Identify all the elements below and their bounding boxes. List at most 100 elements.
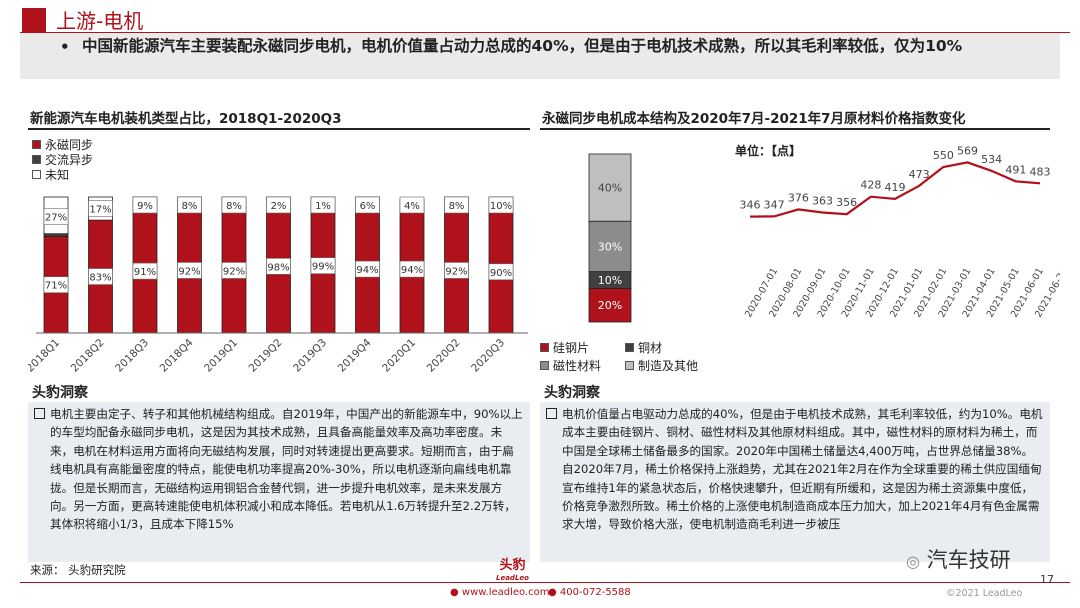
data-label-box-2019Q2 <box>266 258 291 275</box>
data-label-2018Q2: 83% <box>89 273 111 284</box>
x-tick-2020Q3: 2020Q3 <box>469 337 507 375</box>
data-label-box-2019Q3 <box>310 257 336 274</box>
data-label-2019Q2: 98% <box>267 262 289 273</box>
top-label-2018Q2: 17% <box>89 205 111 216</box>
x-tick-2018Q1: 2018Q1 <box>28 337 62 375</box>
x-tick-2019Q1: 2019Q1 <box>202 337 240 375</box>
value-label-2020-08-01: 347 <box>764 198 785 211</box>
top-label-2019Q3: 1% <box>315 201 331 212</box>
legend-item-pm: 永磁同步 <box>32 137 93 152</box>
top-label-box-2020Q1 <box>399 196 425 214</box>
top-label-box-2019Q2 <box>266 196 291 214</box>
data-label-2020Q2: 92% <box>445 266 467 277</box>
motor-type-legend: 永磁同步 交流异步 未知 <box>32 137 93 182</box>
price-index-unit-label: 单位：【点】 <box>735 144 802 158</box>
right-chart-title: 永磁同步电机成本结构及2020年7月-2021年7月原材料价格指数变化 <box>542 111 966 127</box>
logo-cn: 头豹 <box>499 558 526 573</box>
price-index-line <box>749 161 1041 218</box>
right-insight-text: 电机价值量占电驱动力总成的40%，但是由于电机技术成熟，其毛利率较低，约为10%… <box>562 407 1043 532</box>
cost-label-2: 30% <box>598 240 622 253</box>
value-label-2021-01-01: 419 <box>885 181 906 194</box>
x-tick-2018Q3: 2018Q3 <box>113 337 151 375</box>
logo-en: LeadLeo <box>496 574 529 582</box>
legend-label-ac: 交流异步 <box>45 153 94 167</box>
data-label-box-2020Q2 <box>444 262 469 279</box>
cost-label-3: 40% <box>598 182 622 195</box>
data-label-2019Q4: 94% <box>356 265 378 276</box>
data-label-2018Q4: 92% <box>178 266 200 277</box>
left-insight-text: 电机主要由定子、转子和其他机械结构组成。自2019年，中国产出的新能源车中，90… <box>50 407 523 532</box>
x-tick-2018Q2: 2018Q2 <box>69 337 107 375</box>
cost-legend-row-2: 磁性材料 制造及其他 <box>540 356 720 374</box>
phone-icon: ● <box>548 587 557 598</box>
value-label-2021-02-01: 473 <box>909 168 930 181</box>
phone-text: 400-072-5588 <box>559 587 631 598</box>
wechat-icon: ◎ <box>906 552 920 571</box>
legend-label-magnetic: 磁性材料 <box>553 358 602 373</box>
legend-swatch-unknown <box>32 170 41 179</box>
cost-label-1: 10% <box>598 274 622 287</box>
header-divider <box>20 32 1070 33</box>
watermark-text: 汽车技研 <box>926 548 1011 572</box>
value-label-2021-06-01: 491 <box>1005 163 1026 176</box>
leadleo-logo: 头豹 LeadLeo <box>496 559 529 585</box>
data-label-box-2018Q1 <box>43 276 69 294</box>
top-label-box-2018Q4 <box>177 196 202 214</box>
right-title-rule <box>540 128 1050 130</box>
top-label-box-2018Q1 <box>43 208 69 226</box>
legend-swatch-silicon-steel <box>540 342 549 352</box>
top-label-2019Q2: 2% <box>271 201 287 212</box>
left-title-rule <box>28 128 530 130</box>
x-tick-2020Q1: 2020Q1 <box>380 337 418 375</box>
top-label-box-2019Q1 <box>221 196 247 214</box>
cost-legend-row-1: 硅钢片 铜材 <box>540 338 720 356</box>
data-label-2018Q1: 71% <box>45 281 67 292</box>
left-insight-box: 电机主要由定子、转子和其他机械结构组成。自2019年，中国产出的新能源车中，90… <box>28 402 530 562</box>
legend-label-silicon-steel: 硅钢片 <box>553 340 590 355</box>
top-label-2018Q4: 8% <box>182 201 198 212</box>
top-label-2020Q2: 8% <box>449 201 465 212</box>
top-label-2019Q4: 6% <box>360 201 376 212</box>
top-label-box-2018Q2 <box>88 200 113 217</box>
top-label-box-2019Q4 <box>355 196 380 214</box>
source-note: 来源： 头豹研究院 <box>30 563 126 577</box>
banner-bullet: • <box>60 38 70 56</box>
legend-swatch-manufacturing <box>625 360 634 370</box>
globe-icon: ● <box>450 587 459 598</box>
footer-divider <box>20 582 1070 583</box>
legend-swatch-copper <box>625 342 634 352</box>
value-label-2021-05-01: 534 <box>981 153 1002 166</box>
x-tick-2018Q4: 2018Q4 <box>158 336 196 374</box>
data-label-box-2020Q3 <box>488 263 514 281</box>
value-label-2020-10-01: 363 <box>812 195 833 208</box>
cost-structure-chart: 20% 10% 30% 40% <box>588 153 632 323</box>
data-label-2019Q1: 92% <box>223 266 245 277</box>
page-number: 17 <box>1040 573 1054 586</box>
cost-segment-3 <box>588 153 632 222</box>
top-label-2020Q3: 10% <box>490 201 512 212</box>
website-link[interactable]: ● www.leadleo.com <box>450 587 550 598</box>
data-label-2019Q3: 99% <box>312 262 334 273</box>
value-label-2021-06-26: 483 <box>1030 165 1051 178</box>
x-tick-2020Q2: 2020Q2 <box>425 337 463 375</box>
top-label-2019Q1: 8% <box>226 201 242 212</box>
motor-type-bar-chart: 71% 27% 2018Q1 83% 17% 2018Q2 91% 9% 2018Q3 92% 8%… <box>28 196 528 375</box>
checkbox-bullet-icon <box>34 408 45 419</box>
value-label-2021-03-01: 550 <box>933 149 954 162</box>
top-label-box-2019Q3 <box>310 196 336 214</box>
value-label-2020-07-01: 346 <box>740 199 761 212</box>
value-label-2020-09-01: 376 <box>788 191 809 204</box>
banner-text: 中国新能源汽车主要装配永磁同步电机，电机价值量占动力总成的40%，但是由于电机技… <box>82 37 963 55</box>
value-label-2020-11-01: 356 <box>836 196 857 209</box>
top-label-2018Q3: 9% <box>137 201 153 212</box>
left-chart-title: 新能源汽车电机装机类型占比，2018Q1-2020Q3 <box>30 111 342 127</box>
legend-item-ac: 交流异步 <box>32 152 93 167</box>
page-title: 上游-电机 <box>56 9 144 33</box>
bar-segment-2018Q1-1 <box>43 233 69 237</box>
data-label-2020Q3: 90% <box>490 268 512 279</box>
top-label-box-2020Q3 <box>488 196 514 214</box>
data-label-box-2018Q3 <box>132 262 158 280</box>
top-label-box-2018Q3 <box>132 196 158 214</box>
legend-swatch-pm <box>32 140 41 149</box>
cost-segment-2 <box>588 220 632 272</box>
